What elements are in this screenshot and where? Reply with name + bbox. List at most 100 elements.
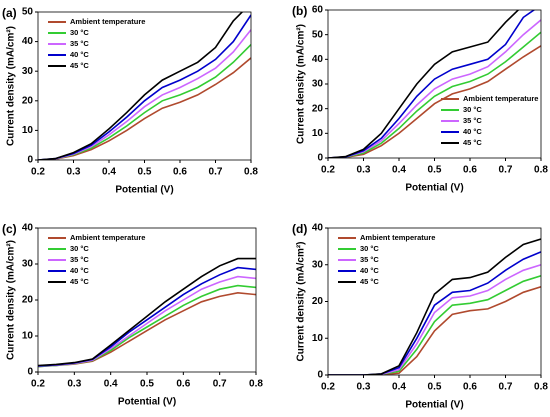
x-tick-label: 0.3 bbox=[357, 382, 371, 393]
series-line bbox=[38, 275, 256, 367]
x-tick-label: 0.3 bbox=[67, 167, 81, 178]
x-tick-label: 0.4 bbox=[392, 165, 406, 176]
y-tick-label: 0 bbox=[27, 367, 33, 378]
plot-frame bbox=[327, 227, 542, 376]
legend-label: 45 °C bbox=[360, 277, 379, 286]
y-tick-label: 30 bbox=[312, 79, 324, 90]
y-tick-label: 50 bbox=[22, 7, 34, 18]
x-tick-label: 0.4 bbox=[104, 379, 118, 390]
x-tick-label: 0.8 bbox=[534, 382, 548, 393]
x-tick-label: 0.8 bbox=[534, 165, 548, 176]
y-tick-label: 10 bbox=[22, 125, 34, 136]
x-tick-label: 0.7 bbox=[209, 167, 223, 178]
plot-frame bbox=[327, 9, 542, 159]
x-tick-label: 0.7 bbox=[499, 165, 513, 176]
series-line bbox=[38, 257, 256, 367]
legend-label: 35 °C bbox=[463, 116, 482, 125]
panel: (c) 0.2 0.3 0.4 0.5 0.6 0.7 0.8 0 10 20 30 40 Potenti… bbox=[2, 222, 263, 407]
legend-label: 30 °C bbox=[463, 105, 482, 114]
x-axis-label: Potential (V) bbox=[115, 185, 173, 196]
panel: (d) 0.2 0.3 0.4 0.5 0.6 0.7 0.8 0 10 20 30 40 Potenti… bbox=[292, 222, 548, 410]
x-tick-label: 0.6 bbox=[173, 167, 187, 178]
y-tick-label: 10 bbox=[312, 128, 324, 139]
y-tick-label: 30 bbox=[22, 66, 34, 77]
y-tick-label: 0 bbox=[27, 155, 33, 166]
series-line bbox=[328, 275, 541, 375]
series-line bbox=[38, 12, 244, 160]
series-line bbox=[38, 291, 256, 368]
legend-label: 40 °C bbox=[463, 127, 482, 136]
legend-label: Ambient temperature bbox=[70, 17, 145, 26]
y-tick-label: 20 bbox=[312, 296, 324, 307]
legend-label: 30 °C bbox=[70, 28, 89, 37]
y-tick-label: 20 bbox=[312, 103, 324, 114]
series-line bbox=[328, 10, 536, 158]
legend-label: Ambient temperature bbox=[463, 94, 538, 103]
x-tick-label: 0.5 bbox=[428, 165, 442, 176]
series-line bbox=[328, 45, 541, 158]
panel: (b) 0.2 0.3 0.4 0.5 0.6 0.7 0.8 0 10 20 30 40 50 60 Pot… bbox=[292, 4, 548, 194]
panel-label: (b) bbox=[292, 4, 307, 18]
legend-label: 40 °C bbox=[70, 266, 89, 275]
series-line bbox=[328, 19, 541, 158]
x-tick-label: 0.7 bbox=[499, 382, 513, 393]
y-axis-label: Current density (mA/cm²) bbox=[296, 241, 307, 361]
legend-label: 45 °C bbox=[70, 61, 89, 70]
x-tick-label: 0.2 bbox=[321, 165, 335, 176]
x-tick-label: 0.6 bbox=[463, 165, 477, 176]
y-axis-label: Current density (mA/cm²) bbox=[6, 240, 17, 360]
x-tick-label: 0.3 bbox=[67, 379, 81, 390]
y-tick-label: 40 bbox=[22, 36, 34, 47]
panel-label: (c) bbox=[2, 222, 17, 236]
plot-frame bbox=[37, 11, 252, 161]
y-tick-label: 50 bbox=[312, 29, 324, 40]
legend-label: 40 °C bbox=[360, 266, 379, 275]
x-tick-label: 0.6 bbox=[176, 379, 190, 390]
x-tick-label: 0.6 bbox=[463, 382, 477, 393]
series-line bbox=[38, 284, 256, 368]
x-tick-label: 0.4 bbox=[392, 382, 406, 393]
y-tick-label: 20 bbox=[22, 295, 34, 306]
x-tick-label: 0.5 bbox=[140, 379, 154, 390]
y-tick-label: 10 bbox=[312, 333, 324, 344]
y-tick-label: 40 bbox=[312, 54, 324, 65]
series-line bbox=[328, 31, 541, 158]
y-tick-label: 40 bbox=[22, 223, 34, 234]
x-tick-label: 0.3 bbox=[357, 165, 371, 176]
y-axis-label: Current density (mA/cm²) bbox=[296, 24, 307, 144]
legend-label: 35 °C bbox=[70, 39, 89, 48]
x-tick-label: 0.8 bbox=[244, 167, 258, 178]
x-tick-label: 0.8 bbox=[249, 379, 263, 390]
series-line bbox=[328, 10, 520, 158]
series-line bbox=[38, 57, 251, 160]
series-line bbox=[328, 286, 541, 375]
y-tick-label: 30 bbox=[22, 259, 34, 270]
x-axis-label: Potential (V) bbox=[405, 183, 463, 194]
y-tick-label: 0 bbox=[317, 153, 323, 164]
series-line bbox=[328, 251, 541, 375]
y-tick-label: 20 bbox=[22, 95, 34, 106]
series-line bbox=[328, 264, 541, 375]
legend-label: 45 °C bbox=[70, 277, 89, 286]
x-tick-label: 0.5 bbox=[428, 382, 442, 393]
y-tick-label: 10 bbox=[22, 331, 34, 342]
y-tick-label: 40 bbox=[312, 223, 324, 234]
legend-label: 30 °C bbox=[360, 244, 379, 253]
x-axis-label: Potential (V) bbox=[118, 397, 176, 408]
y-axis-label: Current density (mA/cm²) bbox=[6, 26, 17, 146]
x-tick-label: 0.5 bbox=[138, 167, 152, 178]
series-line bbox=[38, 14, 251, 160]
series-line bbox=[328, 238, 541, 375]
legend-label: 35 °C bbox=[70, 255, 89, 264]
x-axis-label: Potential (V) bbox=[405, 400, 463, 411]
legend-label: 35 °C bbox=[360, 255, 379, 264]
legend-label: 45 °C bbox=[463, 138, 482, 147]
plot-frame bbox=[37, 227, 257, 373]
x-tick-label: 0.2 bbox=[31, 167, 45, 178]
y-tick-label: 60 bbox=[312, 5, 324, 16]
x-tick-label: 0.2 bbox=[321, 382, 335, 393]
y-tick-label: 0 bbox=[317, 370, 323, 381]
legend-label: Ambient temperature bbox=[70, 233, 145, 242]
x-tick-label: 0.2 bbox=[31, 379, 45, 390]
